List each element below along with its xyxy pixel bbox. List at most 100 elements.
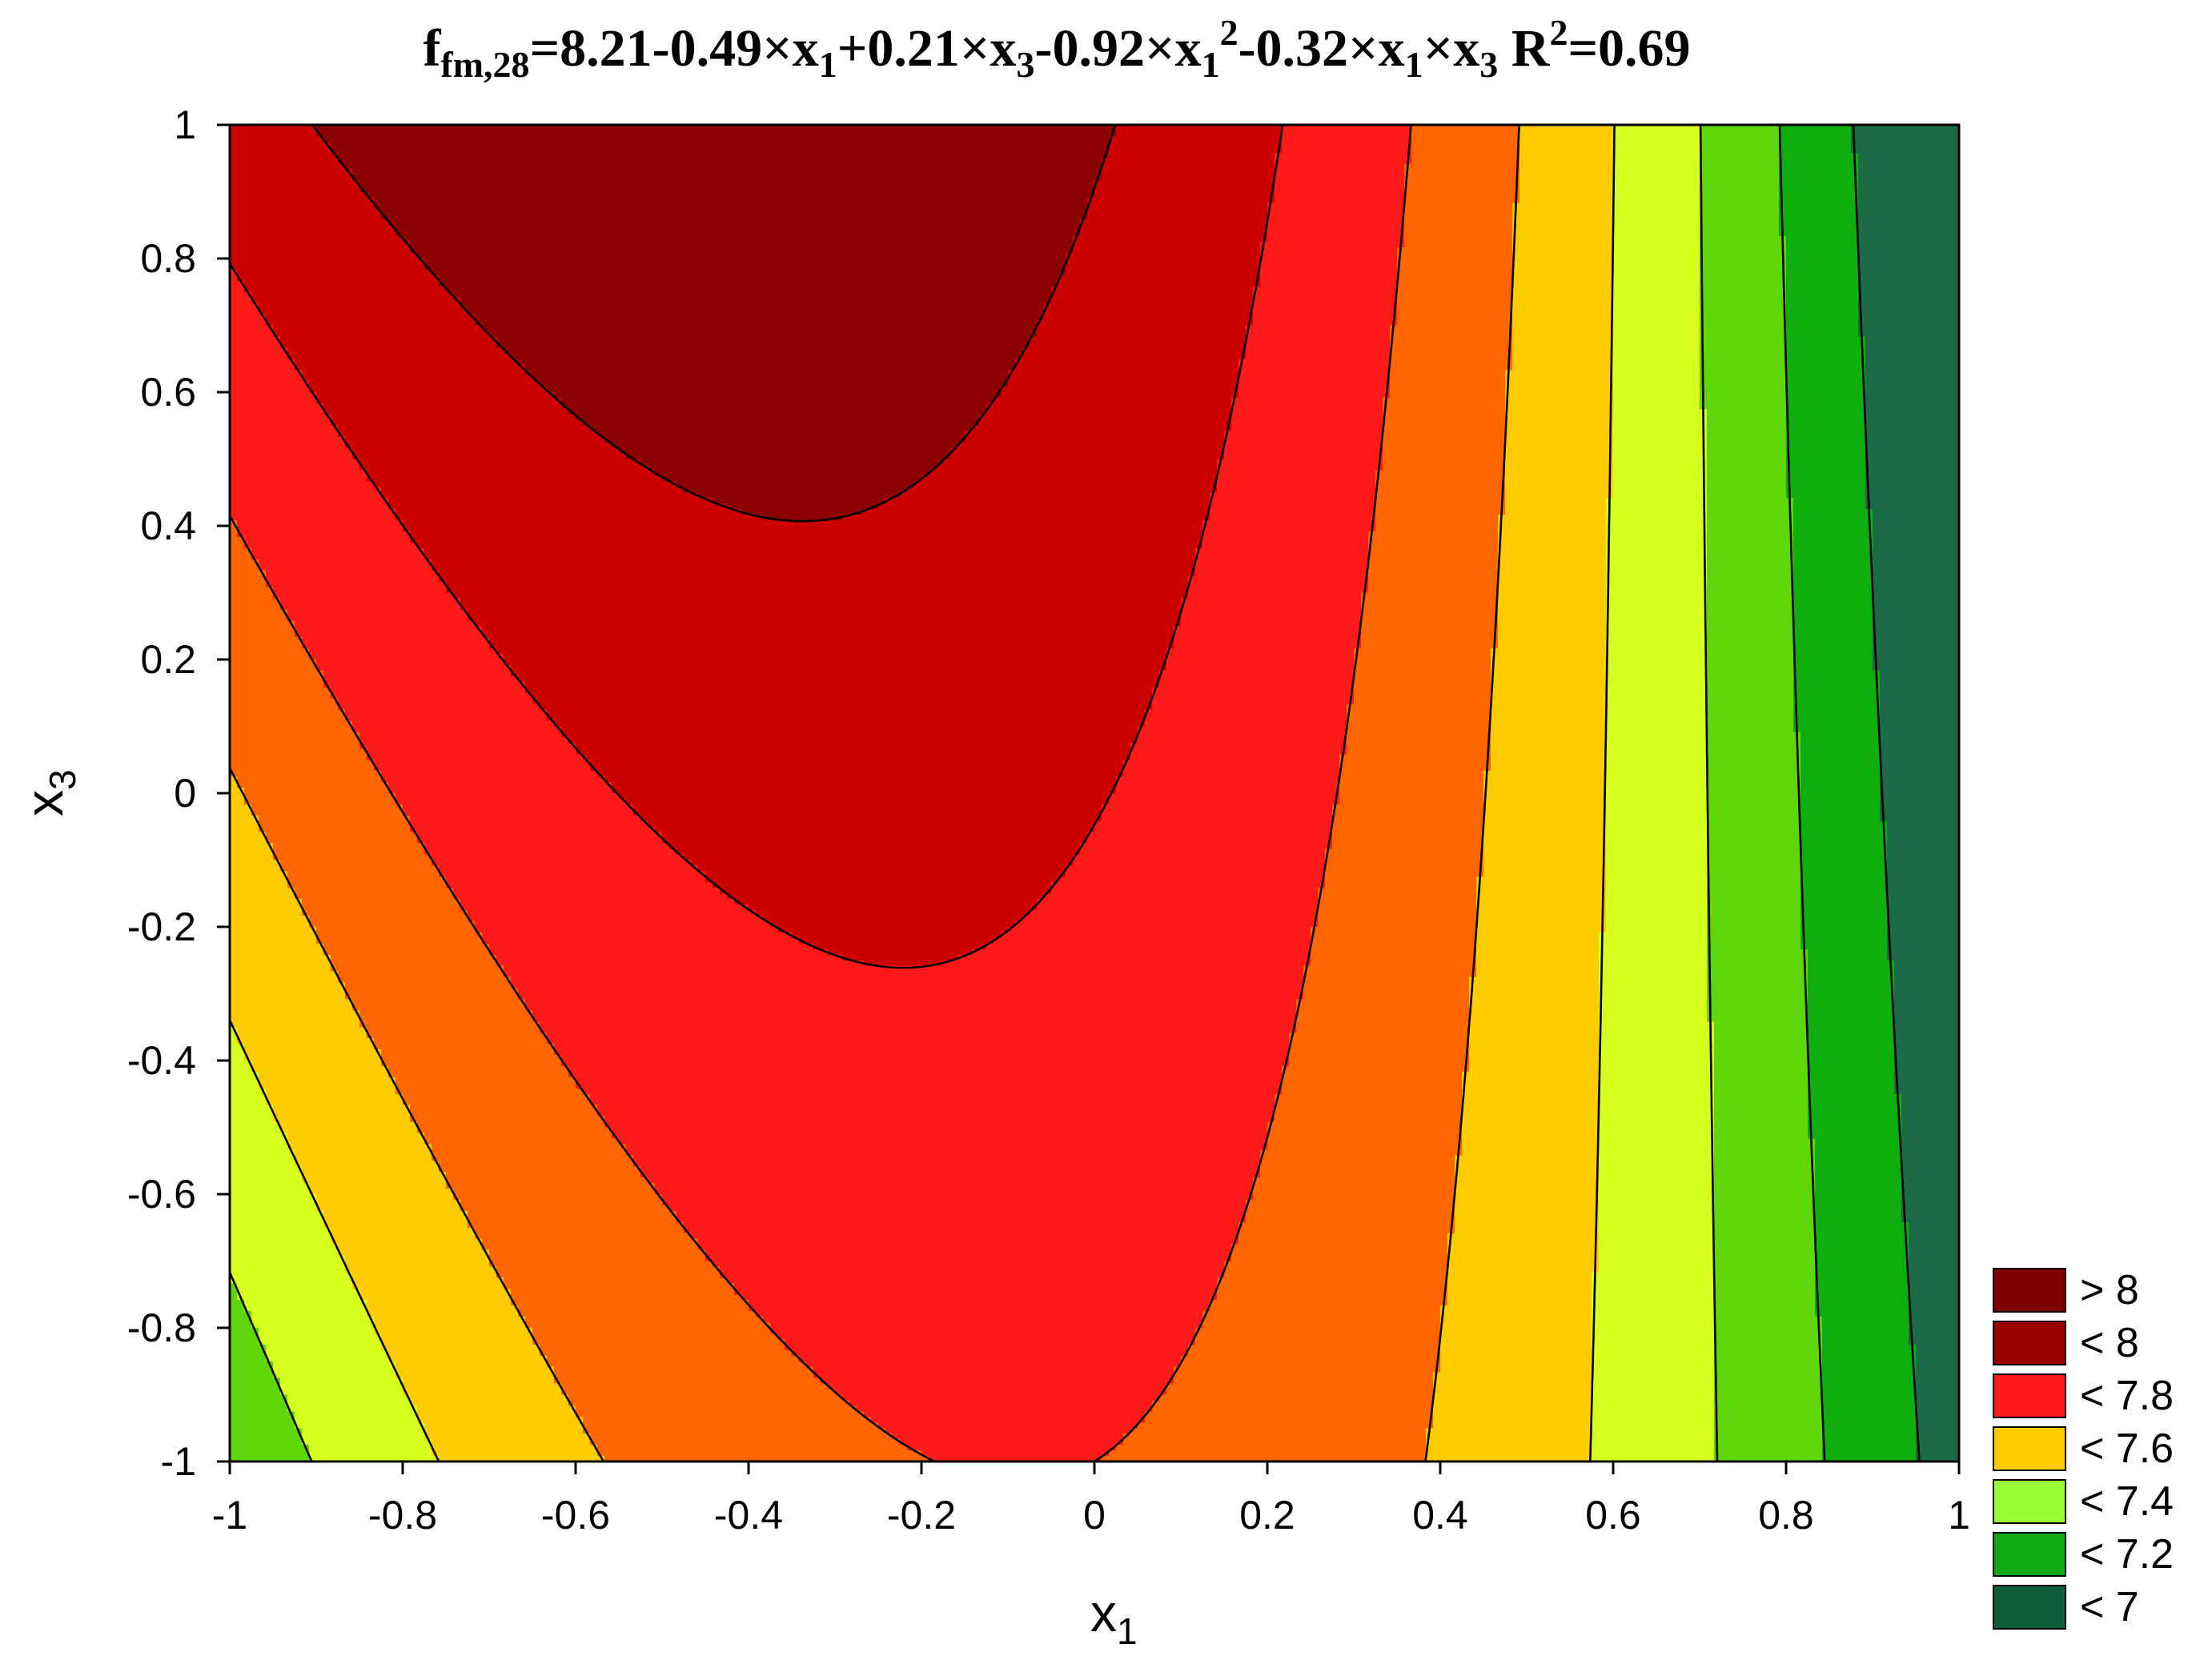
legend-entry: < 7.2: [1993, 1531, 2174, 1578]
contour-band-cell: [1246, 342, 1391, 348]
contour-band-cell: [1786, 286, 1859, 293]
contour-band-cell: [1901, 1172, 1960, 1178]
contour-band-cell: [1462, 1099, 1600, 1106]
contour-band-cell: [1519, 191, 1614, 198]
contour-band-cell: [230, 353, 288, 359]
contour-band-cell: [230, 743, 360, 749]
contour-band-cell: [532, 375, 1009, 382]
contour-band-cell: [1714, 1238, 1816, 1245]
contour-band-cell: [698, 865, 1066, 872]
contour-band-cell: [1808, 971, 1895, 978]
contour-band-cell: [1909, 1221, 1960, 1229]
contour-band-cell: [496, 960, 865, 967]
contour-band-cell: [388, 503, 728, 510]
contour-band-cell: [1238, 1221, 1455, 1229]
contour-band-cell: [1786, 387, 1866, 393]
contour-band-cell: [1786, 236, 1859, 243]
contour-band-cell: [1246, 347, 1391, 354]
contour-band-cell: [259, 308, 468, 315]
contour-band-cell: [230, 1433, 303, 1440]
contour-band-cell: [1123, 760, 1340, 766]
contour-band-cell: [1801, 893, 1888, 900]
contour-band-cell: [950, 453, 1225, 460]
contour-band-cell: [1815, 1199, 1902, 1206]
contour-band-cell: [1613, 425, 1708, 432]
contour-band-cell: [1166, 660, 1355, 666]
contour-band-cell: [1491, 687, 1607, 694]
contour-band-cell: [367, 470, 656, 476]
contour-band-cell: [395, 1366, 555, 1373]
contour-band-cell: [1599, 1038, 1715, 1045]
contour-band-cell: [1801, 820, 1888, 828]
contour-band-cell: [230, 1389, 281, 1396]
contour-band-cell: [1786, 297, 1859, 304]
contour-band-cell: [1613, 291, 1700, 299]
contour-band-cell: [309, 921, 476, 928]
contour-band-cell: [230, 1450, 310, 1457]
contour-band-cell: [1361, 637, 1499, 644]
contour-band-cell: [1873, 664, 1960, 672]
contour-band-cell: [302, 1177, 447, 1184]
contour-band-cell: [1592, 1277, 1715, 1284]
contour-band-cell: [1195, 1328, 1441, 1334]
contour-band-cell: [1311, 937, 1477, 944]
contour-band-cell: [1707, 726, 1794, 733]
y-tick-label: -0.2: [127, 904, 196, 949]
contour-band-cell: [655, 826, 1095, 833]
contour-band-cell: [230, 1300, 245, 1306]
contour-band-cell: [1714, 1189, 1816, 1195]
contour-band-cell: [1606, 715, 1708, 722]
contour-band-cell: [1707, 771, 1801, 777]
contour-band-cell: [1267, 219, 1405, 226]
contour-band-cell: [1476, 888, 1607, 894]
contour-band-cell: [1440, 1349, 1592, 1357]
contour-band-cell: [1822, 1445, 1917, 1451]
contour-band-cell: [1815, 1311, 1909, 1317]
contour-band-cell: [273, 587, 447, 594]
chart-title: ffm,28=8.21-0.49×x1+0.21×x3-0.92×x12-0.3…: [423, 12, 1690, 85]
contour-band-cell: [1613, 408, 1708, 415]
contour-band-cell: [1808, 993, 1895, 1000]
contour-band-cell: [965, 436, 1225, 443]
contour-band-cell: [251, 1061, 382, 1067]
contour-band-cell: [1707, 587, 1794, 594]
contour-band-cell: [230, 1238, 331, 1245]
contour-band-cell: [1606, 553, 1708, 560]
contour-band-cell: [1512, 325, 1614, 332]
contour-band-cell: [1606, 788, 1708, 794]
contour-band-cell: [1873, 592, 1960, 599]
contour-band-cell: [1793, 564, 1873, 571]
contour-band-cell: [388, 1355, 548, 1362]
contour-band-cell: [230, 152, 339, 159]
contour-band-cell: [1073, 236, 1268, 243]
contour-band-cell: [1808, 1021, 1895, 1028]
contour-band-cell: [287, 871, 440, 877]
contour-band-cell: [1606, 536, 1708, 543]
contour-band-cell: [1707, 1016, 1809, 1022]
contour-band-cell: [230, 414, 331, 421]
contour-band-cell: [453, 291, 1052, 299]
contour-band-cell: [1714, 1216, 1816, 1223]
contour-band-cell: [813, 1366, 1174, 1373]
contour-band-cell: [1505, 419, 1614, 427]
contour-band-cell: [1606, 531, 1708, 538]
contour-band-cell: [604, 1116, 1275, 1123]
contour-band-cell: [1109, 793, 1340, 800]
contour-band-cell: [864, 509, 1210, 515]
contour-band-cell: [230, 1361, 274, 1368]
contour-band-cell: [230, 971, 339, 978]
contour-band-cell: [287, 615, 468, 621]
contour-band-cell: [1714, 1383, 1823, 1390]
contour-band-cell: [1455, 1155, 1600, 1161]
contour-band-cell: [1404, 225, 1513, 231]
contour-line: [228, 124, 1520, 1462]
contour-band-cell: [1880, 676, 1960, 683]
contour-band-cell: [1455, 1172, 1600, 1178]
contour-band-cell: [1195, 1333, 1441, 1340]
y-axis-label: x3: [14, 769, 83, 816]
contour-band-cell: [612, 782, 1117, 788]
contour-band-cell: [1404, 202, 1513, 209]
contour-band-cell: [1505, 414, 1614, 421]
contour-band-cell: [994, 937, 1311, 944]
contour-band-cell: [1815, 1183, 1902, 1189]
